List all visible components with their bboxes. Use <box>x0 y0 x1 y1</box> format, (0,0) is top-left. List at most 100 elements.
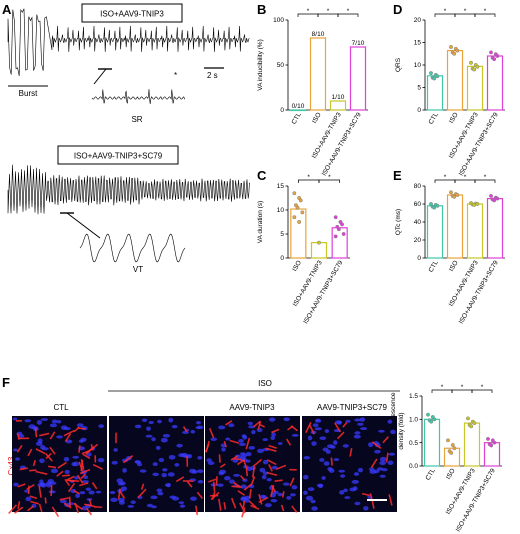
cx43-signal <box>94 455 97 463</box>
nucleus <box>12 417 18 421</box>
y-tick-label: 0 <box>417 255 421 262</box>
cx43-signal <box>182 480 194 482</box>
nucleus <box>39 458 45 464</box>
cx43-signal <box>330 457 333 466</box>
cx43-signal <box>266 471 278 477</box>
cx43-signal <box>233 457 242 461</box>
data-point <box>333 234 338 239</box>
nucleus <box>164 483 171 487</box>
nucleus <box>353 434 361 439</box>
nucleus <box>176 443 183 448</box>
nucleus <box>130 500 136 505</box>
condition-box-2 <box>57 145 179 165</box>
cx43-signal <box>73 426 80 433</box>
bar <box>486 198 504 259</box>
data-point <box>432 205 437 210</box>
nucleus <box>307 435 313 441</box>
cx43-signal <box>245 468 249 477</box>
y-tick-label: 80 <box>414 183 422 190</box>
cx43-signal <box>258 496 269 504</box>
cx43-signal <box>211 490 216 500</box>
cx43-signal <box>230 497 237 509</box>
cx43-signal <box>93 506 103 509</box>
nucleus <box>65 439 73 444</box>
cx43-signal <box>218 498 222 511</box>
category-label: ISO+AAV9-TNIP3+SC79 <box>455 467 497 533</box>
nucleus <box>63 427 71 431</box>
nucleus <box>363 506 369 511</box>
data-point <box>426 412 430 417</box>
data-point <box>429 71 433 76</box>
ecg-trace-2 <box>7 164 250 215</box>
nucleus <box>390 429 396 435</box>
nucleus <box>178 501 185 505</box>
cx43-signal <box>17 501 21 509</box>
nucleus <box>157 491 164 496</box>
nucleus <box>319 436 327 440</box>
cx43-signal <box>252 466 255 478</box>
y-axis-label: VA inducibility (%) <box>257 39 264 91</box>
chart-f-cx43-density: 0.00.51.01.5Cx43 immunofluorescencedensi… <box>390 384 502 533</box>
sig-star: * <box>441 384 444 391</box>
panel-label-f: F <box>2 375 10 390</box>
panel-label-b: B <box>257 2 266 17</box>
nucleus <box>141 418 148 422</box>
sig-star: * <box>444 8 447 15</box>
nucleus <box>225 437 231 441</box>
cx43-signal <box>281 491 285 498</box>
nucleus <box>256 427 263 433</box>
cx43-signal <box>57 461 67 469</box>
cx43-signal <box>275 464 287 471</box>
cx43-signal <box>175 476 185 483</box>
nucleus <box>387 460 394 465</box>
cx43-signal <box>371 499 375 509</box>
data-point <box>292 215 297 220</box>
data-point <box>449 190 453 195</box>
bar <box>443 447 461 467</box>
category-label: ISO+AAV9-TNIP3+SC79 <box>458 259 500 325</box>
nucleus <box>247 421 253 426</box>
nucleus <box>290 493 296 497</box>
nucleus <box>374 449 381 454</box>
nucleus <box>179 504 186 508</box>
nucleus <box>353 472 360 476</box>
image-col-tnip3-label: AAV9-TNIP3 <box>229 403 275 412</box>
nucleus <box>354 431 361 435</box>
bar <box>426 75 444 111</box>
nucleus <box>357 422 364 426</box>
bar <box>329 100 347 111</box>
nucleus <box>387 419 393 424</box>
cx43-signal <box>219 463 226 469</box>
cx43-signal <box>92 463 103 470</box>
cx43-signal <box>250 504 260 510</box>
y-tick-label: 5 <box>417 85 421 92</box>
sig-star: * <box>327 8 330 15</box>
cx43-signal <box>38 503 43 513</box>
category-label: ISO <box>291 260 303 273</box>
bar <box>446 194 464 259</box>
nucleus <box>38 482 46 487</box>
cx43-signal <box>27 505 35 512</box>
cx43-signal <box>17 483 26 488</box>
cx43-signal <box>34 428 38 438</box>
nucleus <box>270 498 278 503</box>
condition-label-2: ISO+AAV9-TNIP3+SC79 <box>74 152 163 161</box>
nucleus <box>223 475 231 481</box>
nucleus <box>134 460 141 464</box>
nucleus <box>134 424 142 429</box>
nucleus <box>327 466 333 471</box>
data-label: 8/10 <box>312 31 325 38</box>
nucleus <box>156 488 163 493</box>
nucleus <box>373 469 380 474</box>
nucleus <box>257 448 264 454</box>
cx43-signal <box>349 447 353 457</box>
cx43-signal <box>115 432 117 444</box>
nucleus <box>56 419 62 424</box>
star-mark: * <box>174 71 177 80</box>
nucleus <box>190 429 196 434</box>
nucleus <box>344 496 351 499</box>
nucleus <box>303 490 308 495</box>
cx43-signal <box>289 468 297 471</box>
nucleus <box>139 469 147 473</box>
